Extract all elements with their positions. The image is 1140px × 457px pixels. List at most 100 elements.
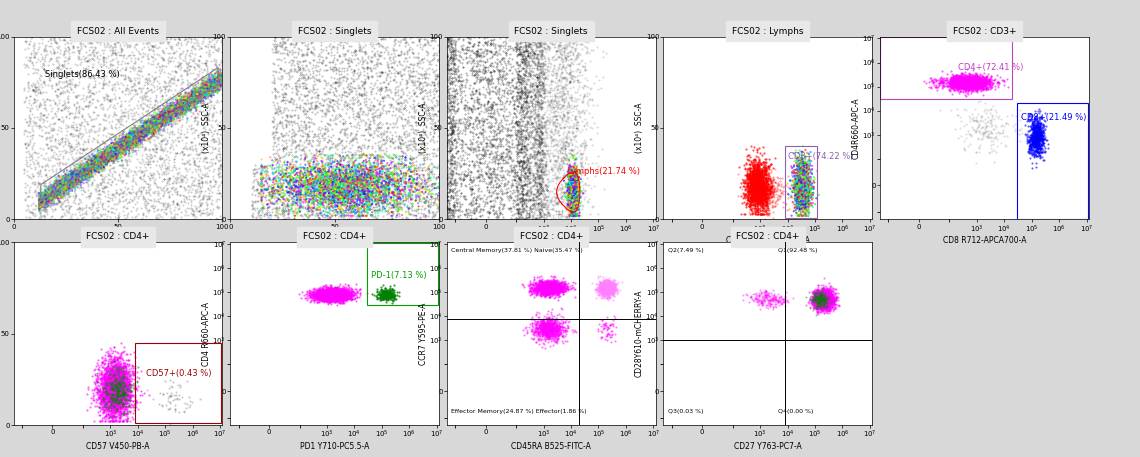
Point <box>758 186 776 193</box>
Point <box>816 292 834 299</box>
Point <box>301 106 319 113</box>
Point <box>463 72 481 79</box>
Point <box>480 88 498 96</box>
Point <box>953 70 971 78</box>
Point <box>277 207 295 215</box>
Point <box>172 107 190 115</box>
Point <box>334 174 352 181</box>
Point <box>994 78 1012 85</box>
Point <box>434 193 453 201</box>
Point <box>320 292 339 300</box>
Point <box>790 183 808 191</box>
Point <box>169 104 187 111</box>
Point <box>300 177 318 184</box>
Point <box>432 59 450 67</box>
Point <box>568 191 586 198</box>
Point <box>192 201 210 208</box>
Point <box>531 205 549 213</box>
Point <box>325 291 343 298</box>
Point <box>173 95 192 102</box>
Point <box>49 191 67 198</box>
Point <box>316 126 334 133</box>
Point <box>103 383 121 390</box>
Point <box>166 118 185 125</box>
Point <box>568 179 586 186</box>
Point <box>527 182 545 189</box>
Point <box>35 192 54 199</box>
Point <box>537 287 555 295</box>
Point <box>324 293 342 301</box>
Point <box>952 84 970 91</box>
Point <box>101 388 120 395</box>
Point <box>793 167 812 174</box>
Point <box>355 163 373 170</box>
Point <box>565 187 584 194</box>
Point <box>99 394 117 402</box>
Point <box>816 292 834 299</box>
Point <box>600 282 618 290</box>
Point <box>388 175 406 182</box>
Point <box>266 149 284 157</box>
Point <box>35 55 54 63</box>
Point <box>752 177 771 184</box>
Point <box>819 288 837 296</box>
Point <box>177 134 195 141</box>
Point <box>98 372 116 380</box>
Point <box>455 115 473 122</box>
Point <box>529 285 547 292</box>
Point <box>955 82 974 89</box>
Point <box>349 167 367 174</box>
Point <box>46 193 64 201</box>
Point <box>534 321 552 328</box>
Point <box>104 386 122 393</box>
Point <box>441 131 459 138</box>
Point <box>309 178 327 186</box>
Point <box>129 133 147 141</box>
Point <box>816 293 834 300</box>
Point <box>562 204 580 212</box>
Point <box>529 168 547 175</box>
Point <box>172 121 190 128</box>
Point <box>816 299 834 307</box>
Point <box>394 159 413 167</box>
Point <box>482 192 500 200</box>
Point <box>72 179 90 186</box>
Point <box>325 289 343 296</box>
Point <box>385 76 404 83</box>
Point <box>464 105 482 112</box>
Point <box>793 174 812 181</box>
Point <box>793 164 812 171</box>
Point <box>817 294 836 301</box>
Point <box>789 177 807 184</box>
Point <box>104 418 122 425</box>
Point <box>787 183 805 191</box>
Point <box>559 187 577 194</box>
Point <box>142 123 161 131</box>
Point <box>55 180 73 187</box>
Point <box>463 185 481 192</box>
Point <box>160 117 178 125</box>
Point <box>388 212 406 219</box>
Point <box>798 174 816 181</box>
Point <box>567 197 585 204</box>
Point <box>342 285 360 292</box>
Point <box>564 194 583 201</box>
Point <box>70 176 88 184</box>
Point <box>551 282 569 289</box>
Point <box>68 178 87 186</box>
Point <box>797 170 815 177</box>
Point <box>332 209 350 217</box>
Point <box>161 104 179 112</box>
Point <box>601 287 619 295</box>
Point <box>798 201 816 208</box>
Point <box>120 143 138 150</box>
Point <box>52 176 71 183</box>
Point <box>272 142 291 149</box>
Point <box>66 180 84 187</box>
Point <box>597 313 616 320</box>
Point <box>101 375 120 383</box>
Point <box>309 197 327 204</box>
Point <box>363 178 381 186</box>
Point <box>752 191 771 198</box>
Point <box>467 57 486 64</box>
